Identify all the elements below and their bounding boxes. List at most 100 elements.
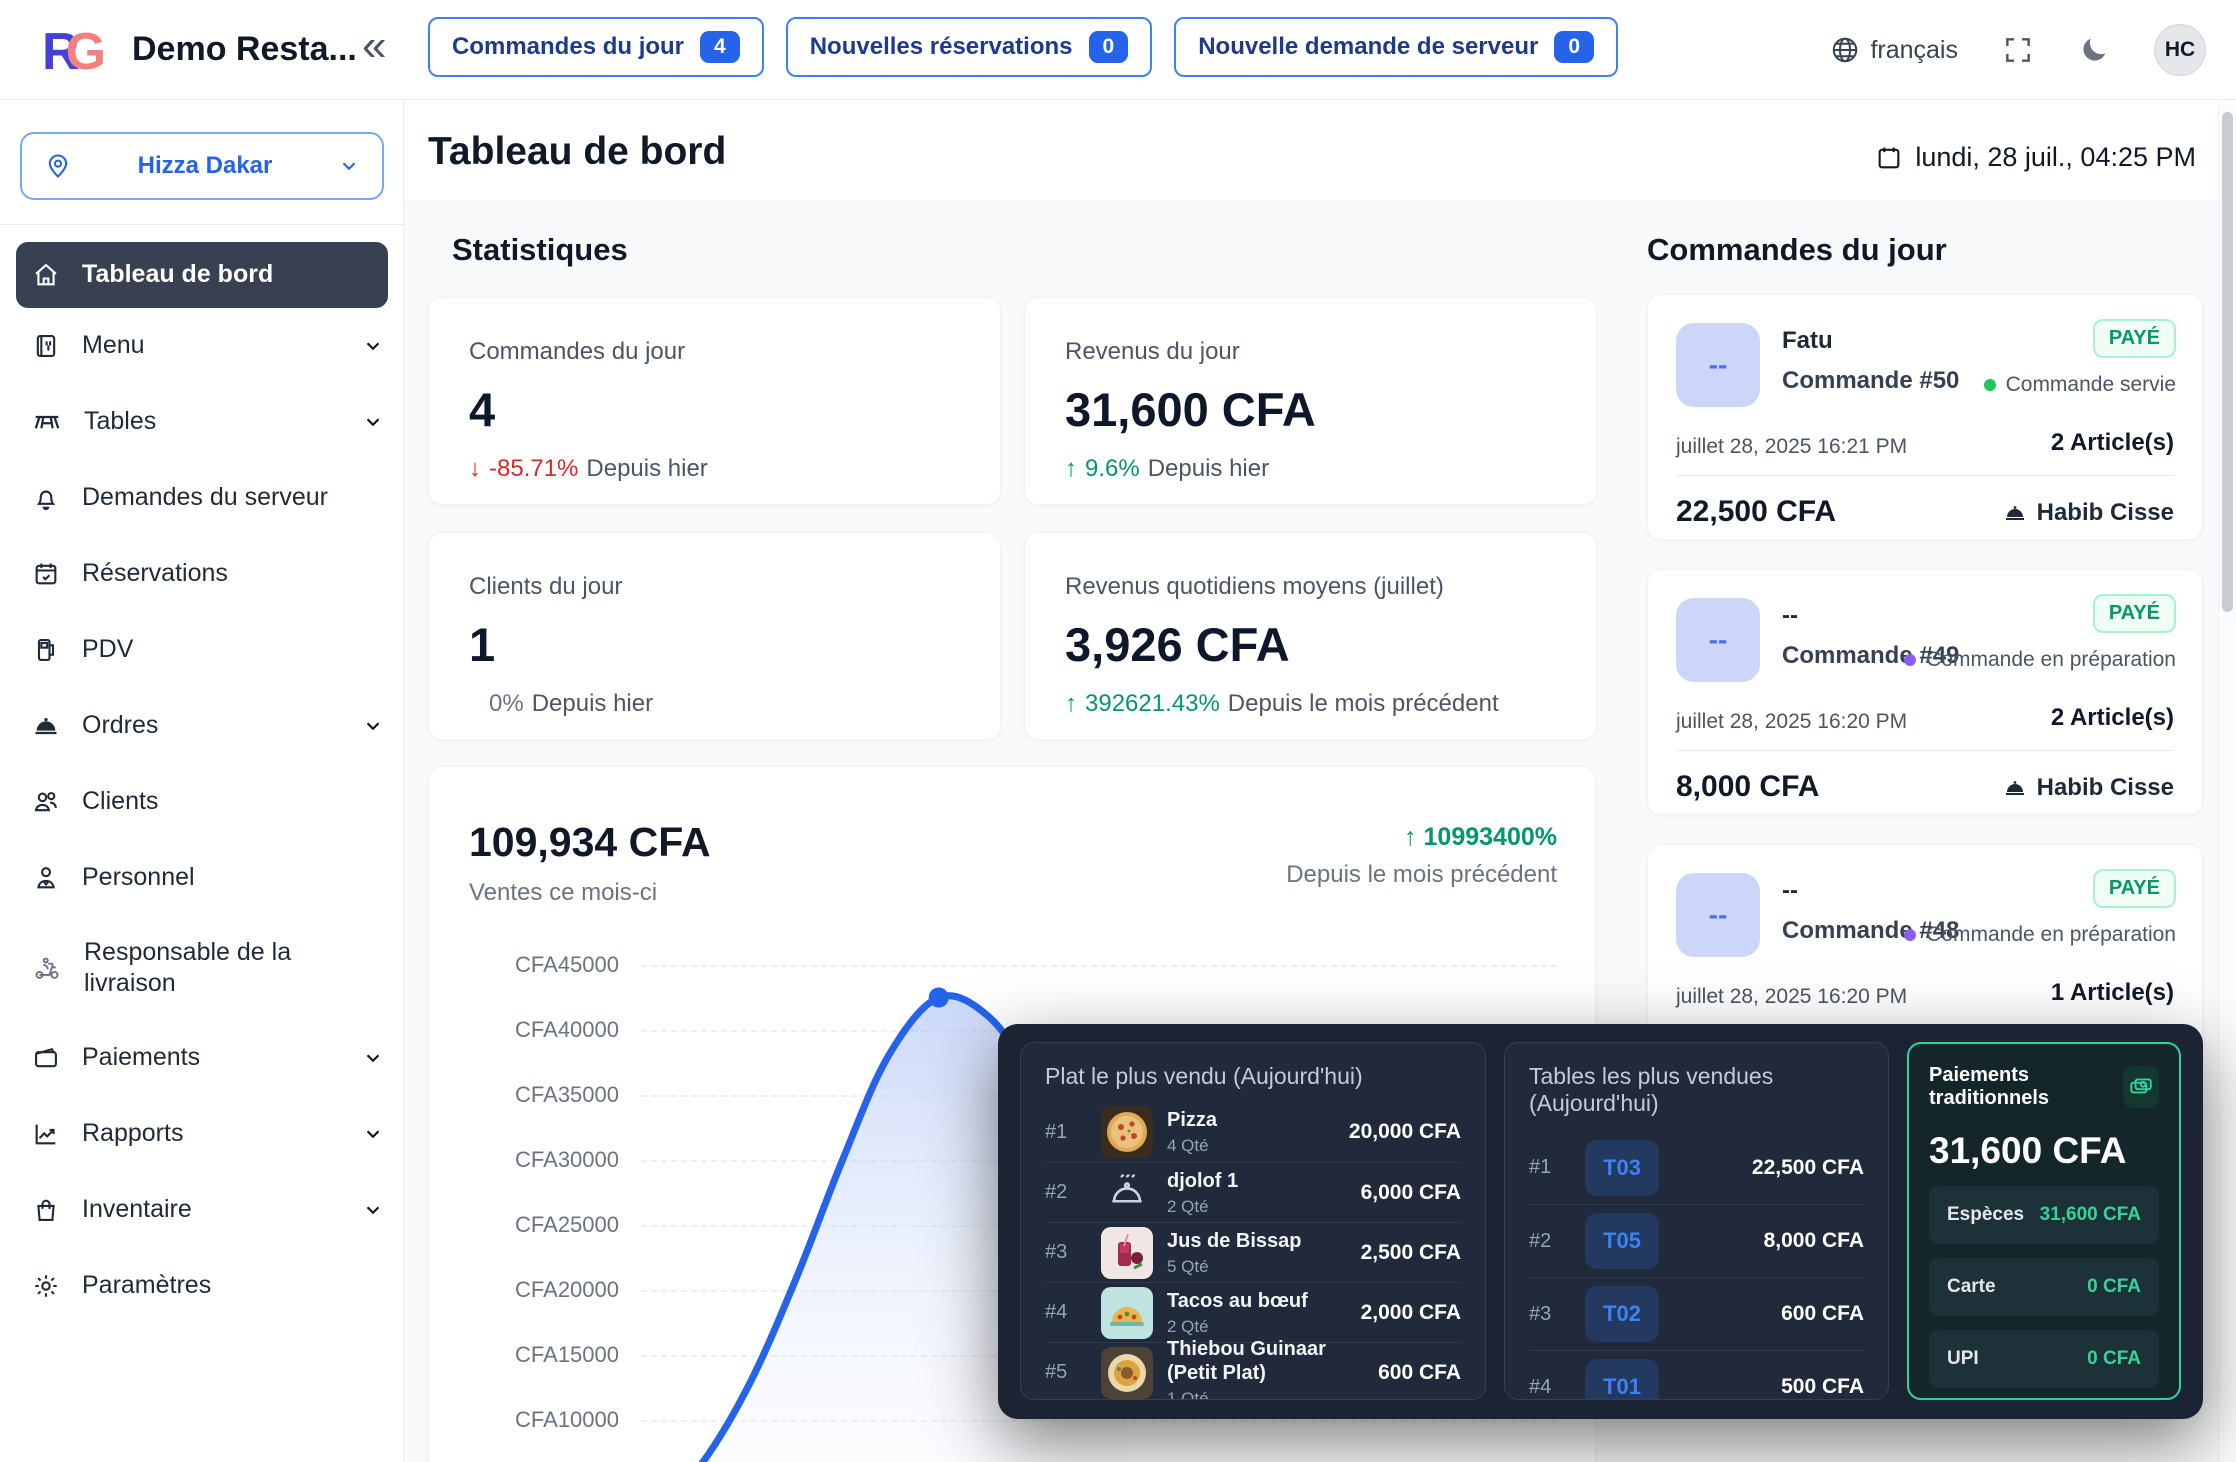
dish-qty: 4 Qté (1167, 1136, 1209, 1155)
stat-value: 3,926 CFA (1065, 618, 1290, 671)
order-datetime: juillet 28, 2025 16:21 PM (1676, 435, 1908, 458)
tacos-photo (1101, 1286, 1153, 1339)
dish-name: Pizza (1167, 1109, 1218, 1131)
gear-icon (35, 1275, 57, 1297)
dish-price: 20,000 CFA (1348, 1120, 1461, 1143)
chart-change: ↑ 10993400% (1404, 823, 1557, 852)
table-rank: #1 (1529, 1156, 1552, 1178)
table-price: 22,500 CFA (1751, 1155, 1864, 1179)
wallet-icon (35, 1048, 57, 1068)
order-total: 8,000 CFA (1676, 770, 1820, 803)
gridline (641, 965, 1557, 967)
logo-letter-g: G (65, 23, 107, 81)
order-items-count: 2 Article(s) (2050, 704, 2174, 731)
sidebar-item-tableau-de-bord[interactable]: Tableau de bord (16, 242, 388, 308)
table-chip: T02 (1585, 1286, 1659, 1342)
order-items-count: 1 Article(s) (2050, 979, 2174, 1006)
order-card[interactable]: -- Fatu Commande #50 PAYÉ Commande servi… (1647, 294, 2203, 540)
new-reservations-count-badge: 0 (1088, 31, 1129, 63)
language-selector[interactable]: français (1830, 35, 1958, 65)
pos-terminal-icon (37, 639, 55, 661)
stat-card-avg-revenue: Revenus quotidiens moyens (juillet) 3,92… (1024, 532, 1597, 740)
table-chip: T03 (1585, 1139, 1659, 1196)
stat-card-revenue: Revenus du jour 31,600 CFA ↑ 9.6% Depuis h… (1024, 297, 1597, 505)
order-avatar: -- (1676, 598, 1760, 682)
sidebar-item-paiements[interactable]: Paiements (0, 1020, 404, 1096)
stat-label: Revenus du jour (1065, 338, 1240, 365)
dish-rank: #4 (1045, 1301, 1068, 1323)
chevron-down-icon (366, 1054, 380, 1063)
bell-icon (36, 490, 56, 511)
payment-method-label: UPI (1947, 1348, 1979, 1369)
dish-name: Thiebou Guinaar (Petit Plat) (1167, 1337, 1326, 1384)
dish-row: #4 Tacos au bœuf 2 Qté 2,000 CFA (1045, 1282, 1461, 1342)
sidebar-item-pdv[interactable]: PDV (0, 612, 404, 688)
dish-rank: #1 (1045, 1120, 1068, 1143)
orders-heading: Commandes du jour (1647, 232, 1947, 267)
sidebar-item-responsable-livraison[interactable]: Responsable de la livraison (0, 916, 404, 1020)
dish-rank: #5 (1045, 1361, 1068, 1383)
dish-row: #1 Pizza 4 Qté 20,000 CFA (1045, 1102, 1461, 1162)
sidebar-item-label: Clients (82, 787, 159, 816)
collapse-sidebar-icon[interactable]: « (362, 21, 387, 70)
vertical-scrollbar (2218, 100, 2236, 1462)
sidebar-item-rapports[interactable]: Rapports (0, 1096, 404, 1172)
sidebar-divider (0, 224, 404, 225)
fullscreen-button[interactable] (2002, 34, 2034, 66)
new-reservations-button[interactable]: Nouvelles réservations 0 (785, 17, 1153, 77)
stats-heading: Statistiques (452, 232, 628, 267)
order-status: Commande en préparation (1904, 923, 2176, 947)
sidebar-item-personnel[interactable]: Personnel (0, 840, 404, 916)
sidebar-item-menu[interactable]: Menu (0, 308, 404, 384)
bissap-photo (1101, 1226, 1153, 1279)
order-avatar: -- (1676, 323, 1760, 407)
globe-icon (1833, 37, 1858, 63)
order-items-count: 2 Article(s) (2050, 429, 2174, 456)
status-dot (1904, 654, 1917, 666)
report-chart-icon (35, 1124, 56, 1145)
stat-delta: -85.71% (489, 455, 579, 482)
sidebar-item-tables[interactable]: Tables (0, 384, 404, 460)
stat-value: 1 (469, 618, 496, 671)
sidebar-item-label: Paramètres (82, 1271, 212, 1300)
dish-rank: #3 (1045, 1241, 1068, 1263)
y-axis-tick-label: CFA15000 (515, 1342, 619, 1367)
user-avatar[interactable]: HC (2154, 24, 2206, 76)
sidebar-item-parametres[interactable]: Paramètres (0, 1248, 404, 1324)
orders-of-day-button[interactable]: Commandes du jour 4 (428, 17, 764, 77)
dish-price: 6,000 CFA (1360, 1180, 1461, 1204)
sidebar-item-inventaire[interactable]: Inventaire (0, 1172, 404, 1248)
sidebar-nav: Tableau de bord Menu Tables Demandes du … (0, 242, 404, 1324)
sidebar-item-label: Ordres (82, 711, 159, 740)
sidebar-item-demandes-du-serveur[interactable]: Demandes du serveur (0, 460, 404, 536)
menu-book-icon (36, 335, 56, 357)
sidebar-item-ordres[interactable]: Ordres (0, 688, 404, 764)
chart-change-note: Depuis le mois précédent (1286, 861, 1557, 888)
theme-toggle-button[interactable] (2078, 34, 2110, 66)
waiter-request-button[interactable]: Nouvelle demande de serveur 0 (1174, 17, 1619, 77)
dish-name: djolof 1 (1167, 1169, 1239, 1192)
order-card[interactable]: -- -- Commande #49 PAYÉ Commande en prép… (1647, 569, 2203, 815)
location-selector[interactable]: Hizza Dakar (20, 132, 384, 200)
sidebar-item-reservations[interactable]: Réservations (0, 536, 404, 612)
table-rank: #3 (1529, 1302, 1552, 1325)
paid-badge: PAYÉ (2092, 319, 2176, 358)
stat-value: 31,600 CFA (1065, 383, 1316, 436)
order-customer: -- (1782, 602, 1798, 629)
order-customer: Fatu (1782, 327, 1833, 354)
y-axis-tick-label: CFA30000 (515, 1147, 619, 1172)
stat-delta: 0% (489, 690, 524, 717)
table-row: #4 T01 500 CFA (1529, 1350, 1864, 1399)
fullscreen-icon (2006, 38, 2030, 62)
stat-label: Clients du jour (469, 573, 623, 600)
sidebar-item-label: Menu (82, 331, 145, 360)
cloche-icon (2005, 506, 2024, 520)
orders-of-day-count-badge: 4 (700, 31, 740, 63)
dish-price: 2,000 CFA (1360, 1300, 1461, 1324)
new-reservations-label: Nouvelles réservations (809, 33, 1073, 60)
sidebar-item-label: Demandes du serveur (82, 483, 328, 512)
sidebar-item-label: Rapports (82, 1119, 184, 1148)
sidebar-item-clients[interactable]: Clients (0, 764, 404, 840)
scrollbar-thumb[interactable] (2222, 112, 2233, 612)
